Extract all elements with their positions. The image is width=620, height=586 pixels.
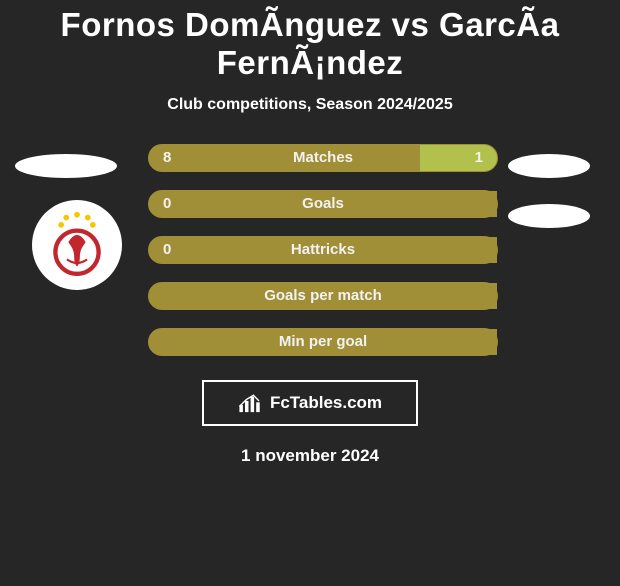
left-player-marker <box>15 154 117 178</box>
stat-bar: 81Matches <box>148 144 498 172</box>
date-text: 1 november 2024 <box>8 446 612 466</box>
stat-bars: 81Matches 0Goals 0Hattricks Goals per match… <box>148 144 498 356</box>
page-title: Fornos DomÃ­nguez vs GarcÃ­a FernÃ¡ndez <box>8 6 612 82</box>
stat-bar: 0Hattricks <box>148 236 498 264</box>
stat-label: Hattricks <box>149 237 497 263</box>
subtitle: Club competitions, Season 2024/2025 <box>8 96 612 114</box>
brand-text: FcTables.com <box>270 393 382 413</box>
stat-label: Min per goal <box>149 329 497 355</box>
stat-bar: 0Goals <box>148 190 498 218</box>
club-crest-icon <box>41 209 113 281</box>
right-player-marker-1 <box>508 154 590 178</box>
comparison-area: 81Matches 0Goals 0Hattricks Goals per match… <box>8 144 612 364</box>
stat-label: Goals per match <box>149 283 497 309</box>
stat-label: Matches <box>149 145 497 171</box>
stat-bar: Min per goal <box>148 328 498 356</box>
right-player-marker-2 <box>508 204 590 228</box>
stat-bar: Goals per match <box>148 282 498 310</box>
bar-chart-icon <box>238 392 266 414</box>
brand-box: FcTables.com <box>202 380 418 426</box>
stat-label: Goals <box>149 191 497 217</box>
club-badge <box>32 200 122 290</box>
